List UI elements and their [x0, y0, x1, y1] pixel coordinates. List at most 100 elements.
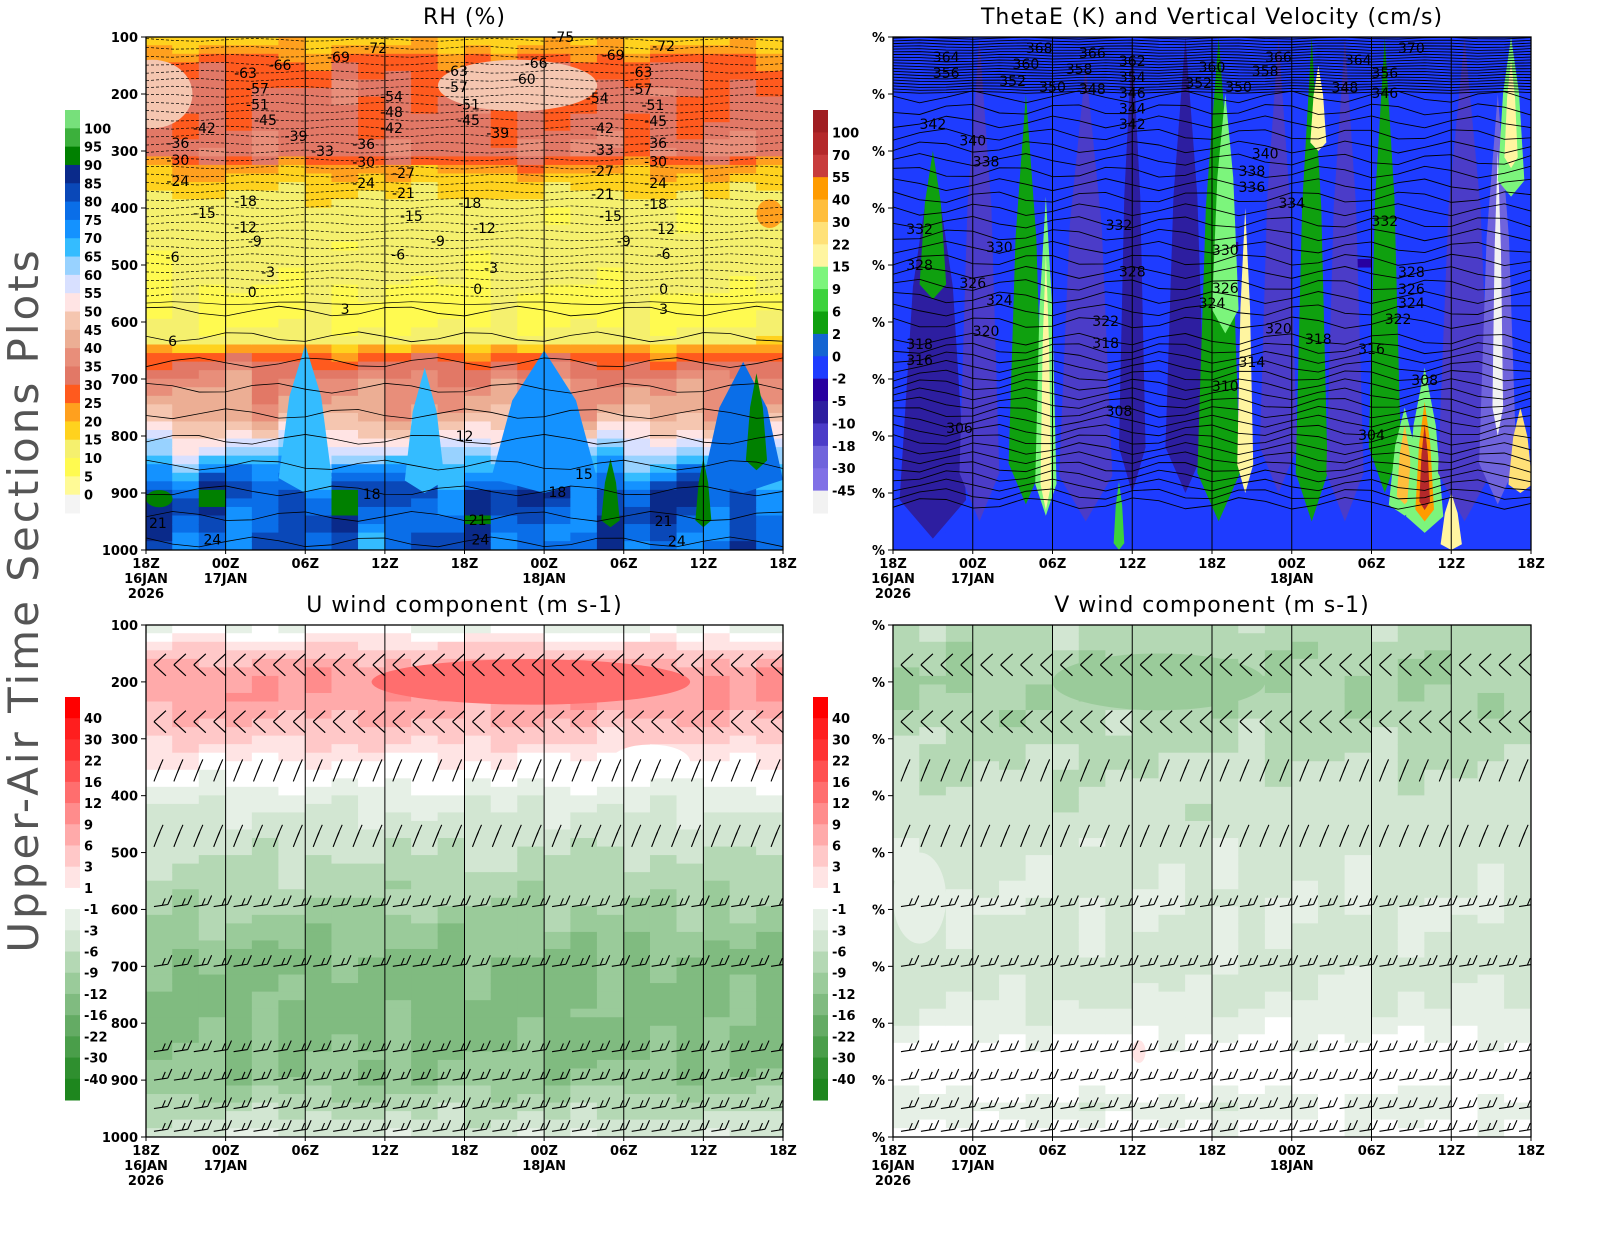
field-cell [649, 182, 678, 192]
field-cell [304, 744, 333, 754]
field-cell [676, 778, 704, 788]
field-cell [756, 1000, 783, 1010]
field-cell [729, 164, 757, 175]
field-cell [570, 267, 598, 277]
contour-label: 304 [1358, 428, 1385, 444]
field-cell [490, 838, 518, 848]
field-cell [1504, 276, 1531, 286]
field-cell [411, 182, 439, 192]
field-cell [1025, 199, 1053, 209]
field-cell [596, 1085, 625, 1095]
wind-barb [252, 824, 264, 848]
field-cell [225, 795, 253, 805]
field-cell [464, 752, 492, 762]
field-cell [198, 45, 226, 55]
colorbar-swatch [65, 146, 80, 166]
field-cell [1025, 515, 1053, 525]
field-cell [517, 931, 545, 942]
field-cell [649, 1068, 678, 1078]
field-cell [172, 855, 200, 865]
field-cell [384, 130, 412, 140]
field-cell [146, 430, 173, 440]
field-cell [1238, 37, 1266, 46]
field-cell [1131, 190, 1160, 200]
contour-label: -63 [630, 65, 653, 81]
wind-barb [731, 955, 750, 967]
field-cell [676, 438, 704, 448]
field-cell [384, 820, 412, 831]
field-cell [384, 421, 412, 431]
field-cell [490, 353, 518, 363]
field-cell [437, 489, 465, 499]
field-cell [225, 650, 253, 660]
field-cell [490, 224, 518, 234]
field-cell [146, 1068, 173, 1078]
field-cell [1318, 113, 1346, 123]
field-cell [437, 1102, 465, 1112]
field-cell [225, 889, 253, 899]
field-cell [729, 1085, 757, 1095]
field-cell [570, 173, 598, 183]
field-cell [1238, 250, 1266, 260]
field-cell [729, 233, 757, 243]
field-cell [596, 421, 625, 431]
temperature-contour-line [146, 93, 783, 98]
field-cell [1318, 62, 1346, 72]
field-cell [437, 455, 465, 465]
field-cell [1424, 259, 1452, 269]
field-cell [649, 310, 678, 320]
field-cell [251, 889, 280, 899]
field-cell [1344, 224, 1372, 234]
field-cell [278, 233, 306, 243]
field-cell [1105, 361, 1133, 371]
field-cell [384, 370, 412, 380]
field-cell [703, 532, 731, 542]
field-cell [596, 164, 625, 175]
field-cell [146, 991, 173, 1001]
field-cell [570, 62, 598, 72]
field-cell [331, 284, 359, 294]
field-cell [623, 897, 651, 907]
field-cell [596, 820, 625, 831]
wind-barb [452, 759, 463, 782]
field-cell [756, 1025, 783, 1035]
field-cell [172, 216, 200, 226]
field-cell [225, 524, 253, 534]
field-cell [411, 259, 439, 269]
field-cell [172, 472, 200, 482]
colorbar-label: -5 [832, 395, 846, 410]
field-cell [437, 37, 465, 46]
field-cell [464, 761, 492, 771]
field-cell [1424, 190, 1452, 200]
field-cell [198, 675, 226, 686]
field-cell [464, 641, 492, 651]
field-cell [172, 744, 200, 754]
field-cell [570, 991, 598, 1001]
field-cell [649, 1076, 678, 1087]
field-cell [1238, 259, 1266, 269]
field-cell [703, 658, 731, 668]
field-cell [358, 250, 386, 260]
field-cell [304, 872, 333, 882]
field-cell [1318, 130, 1346, 140]
field-cell [490, 182, 518, 192]
field-cell [570, 301, 598, 311]
field-cell [756, 241, 783, 252]
field-cell [676, 727, 704, 737]
field-cell [1131, 147, 1160, 157]
wind-barb [770, 824, 781, 848]
field-cell [1131, 293, 1160, 303]
field-cell [358, 948, 386, 959]
field-cell [1344, 130, 1372, 140]
field-cell [146, 1102, 173, 1112]
field-cell [596, 88, 625, 98]
field-cell [919, 96, 947, 106]
field-cell [198, 370, 226, 380]
field-cell [490, 395, 518, 405]
field-cell [649, 216, 678, 226]
field-cell [358, 506, 386, 517]
field-cell [304, 293, 333, 303]
field-cell [464, 241, 492, 252]
field-cell [172, 1017, 200, 1027]
wind-barb [551, 653, 565, 677]
